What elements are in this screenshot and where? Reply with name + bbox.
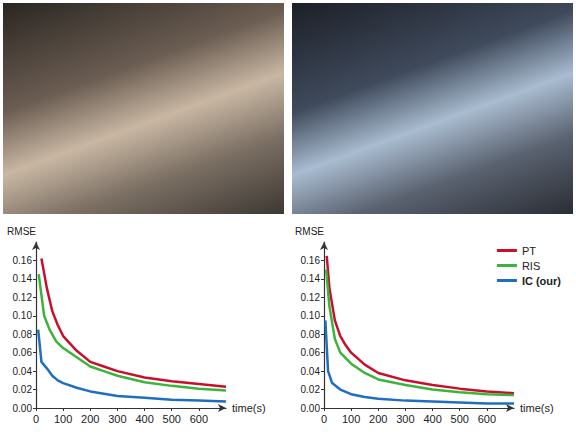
svg-text:100: 100: [54, 413, 72, 425]
svg-text:RIS: RIS: [522, 260, 540, 272]
svg-text:0.12: 0.12: [13, 292, 33, 303]
svg-text:0: 0: [321, 413, 327, 425]
svg-text:time(s): time(s): [232, 402, 266, 414]
svg-text:IC (our): IC (our): [522, 275, 561, 287]
svg-text:200: 200: [369, 413, 387, 425]
svg-text:400: 400: [423, 413, 441, 425]
svg-text:300: 300: [108, 413, 126, 425]
svg-text:0.08: 0.08: [13, 329, 33, 340]
svg-text:0.00: 0.00: [301, 403, 321, 414]
svg-text:500: 500: [451, 413, 469, 425]
svg-text:0.14: 0.14: [13, 273, 33, 284]
svg-text:RMSE: RMSE: [7, 226, 36, 237]
svg-text:0.02: 0.02: [301, 384, 321, 395]
svg-text:0.04: 0.04: [13, 366, 33, 377]
svg-text:300: 300: [396, 413, 414, 425]
svg-text:RMSE: RMSE: [295, 226, 324, 237]
svg-text:0.14: 0.14: [301, 273, 321, 284]
svg-text:600: 600: [478, 413, 496, 425]
svg-text:0.02: 0.02: [13, 384, 33, 395]
svg-text:0.16: 0.16: [13, 255, 33, 266]
svg-text:0.10: 0.10: [301, 310, 321, 321]
svg-text:0.06: 0.06: [13, 347, 33, 358]
svg-text:0.08: 0.08: [301, 329, 321, 340]
svg-text:0.10: 0.10: [13, 310, 33, 321]
svg-text:100: 100: [342, 413, 360, 425]
svg-text:0.16: 0.16: [301, 255, 321, 266]
svg-text:500: 500: [163, 413, 181, 425]
svg-text:600: 600: [190, 413, 208, 425]
svg-text:0.00: 0.00: [13, 403, 33, 414]
svg-text:time(s): time(s): [520, 402, 554, 414]
svg-text:0: 0: [33, 413, 39, 425]
svg-text:PT: PT: [522, 245, 536, 257]
svg-text:200: 200: [81, 413, 99, 425]
svg-text:0.04: 0.04: [301, 366, 321, 377]
svg-text:400: 400: [135, 413, 153, 425]
svg-text:0.12: 0.12: [301, 292, 321, 303]
svg-text:0.06: 0.06: [301, 347, 321, 358]
